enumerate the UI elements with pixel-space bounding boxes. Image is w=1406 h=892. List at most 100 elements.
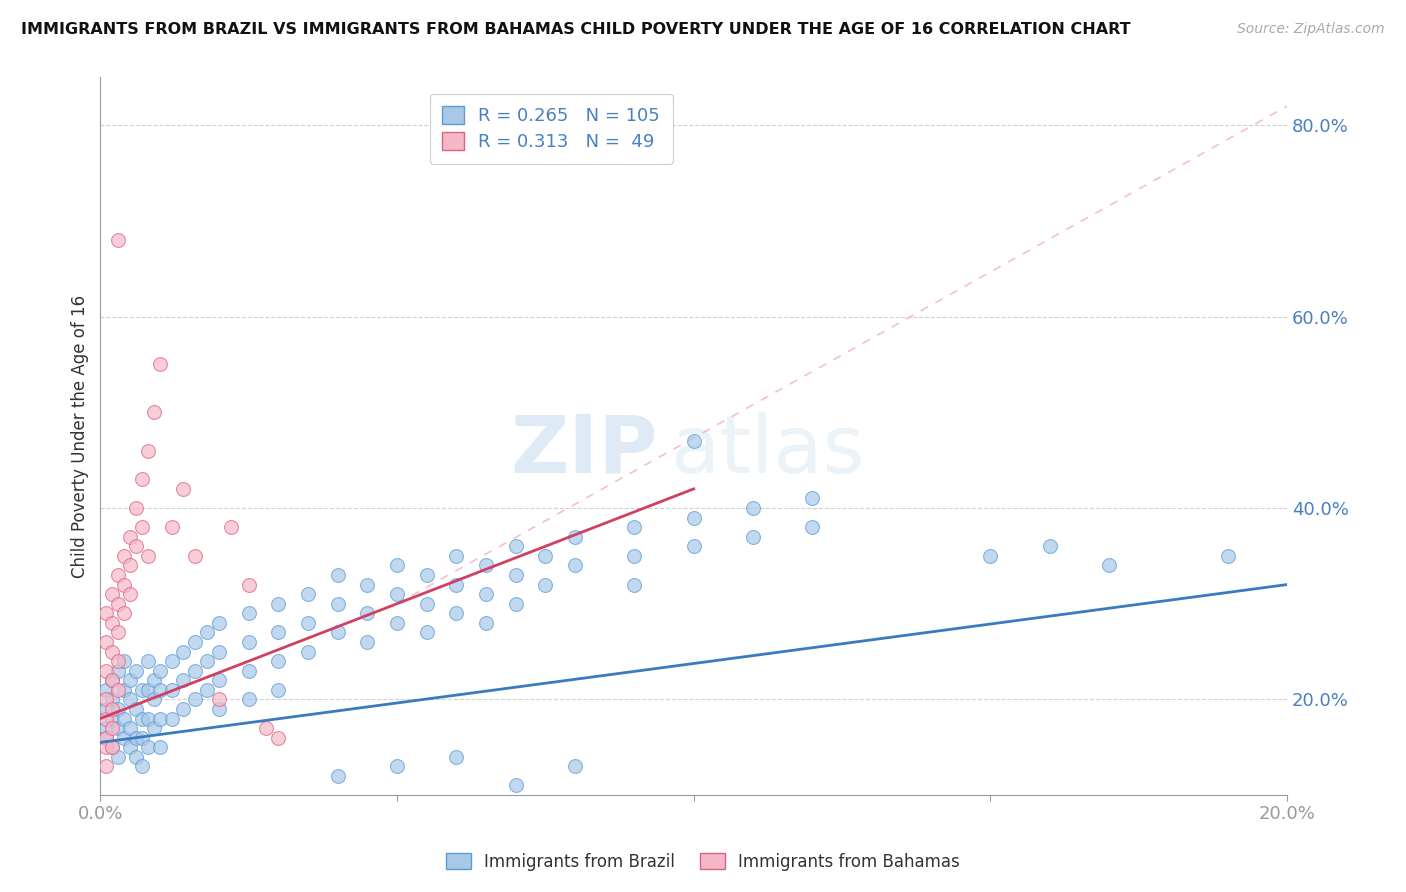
Point	[112, 577, 135, 591]
Point	[96, 664, 118, 678]
Point	[118, 530, 141, 544]
Point	[101, 644, 124, 658]
Y-axis label: Child Poverty Under the Age of 16: Child Poverty Under the Age of 16	[72, 294, 89, 578]
Point	[623, 520, 645, 534]
Point	[267, 625, 290, 640]
Point	[979, 549, 1001, 563]
Point	[195, 625, 218, 640]
Point	[505, 568, 527, 582]
Point	[326, 769, 349, 783]
Point	[208, 702, 231, 716]
Point	[385, 587, 408, 601]
Point	[149, 664, 172, 678]
Point	[136, 712, 159, 726]
Point	[172, 702, 194, 716]
Point	[131, 682, 153, 697]
Text: ZIP: ZIP	[510, 411, 658, 490]
Point	[136, 549, 159, 563]
Point	[96, 692, 118, 706]
Point	[446, 549, 468, 563]
Point	[96, 712, 118, 726]
Point	[195, 654, 218, 668]
Point	[136, 740, 159, 755]
Point	[238, 664, 260, 678]
Point	[208, 673, 231, 688]
Point	[297, 587, 319, 601]
Point	[107, 625, 129, 640]
Point	[149, 740, 172, 755]
Point	[131, 712, 153, 726]
Point	[1039, 539, 1062, 553]
Point	[267, 731, 290, 745]
Point	[96, 721, 118, 735]
Point	[184, 635, 207, 649]
Point	[682, 510, 704, 524]
Point	[107, 682, 129, 697]
Point	[96, 702, 118, 716]
Point	[96, 731, 118, 745]
Point	[219, 520, 242, 534]
Point	[326, 568, 349, 582]
Point	[1098, 558, 1121, 573]
Point	[125, 731, 148, 745]
Point	[101, 615, 124, 630]
Point	[184, 692, 207, 706]
Point	[415, 568, 437, 582]
Point	[534, 549, 557, 563]
Point	[1216, 549, 1239, 563]
Point	[475, 558, 498, 573]
Point	[96, 607, 118, 621]
Point	[107, 654, 129, 668]
Point	[112, 607, 135, 621]
Point	[112, 731, 135, 745]
Point	[112, 712, 135, 726]
Point	[142, 405, 165, 419]
Point	[96, 759, 118, 773]
Point	[256, 721, 278, 735]
Point	[118, 740, 141, 755]
Point	[505, 539, 527, 553]
Point	[326, 625, 349, 640]
Point	[112, 682, 135, 697]
Point	[101, 721, 124, 735]
Point	[101, 587, 124, 601]
Point	[415, 597, 437, 611]
Legend: Immigrants from Brazil, Immigrants from Bahamas: Immigrants from Brazil, Immigrants from …	[437, 845, 969, 880]
Point	[136, 443, 159, 458]
Point	[125, 501, 148, 516]
Point	[238, 607, 260, 621]
Text: atlas: atlas	[671, 411, 865, 490]
Point	[475, 615, 498, 630]
Point	[136, 682, 159, 697]
Point	[125, 749, 148, 764]
Point	[534, 577, 557, 591]
Point	[101, 740, 124, 755]
Point	[297, 644, 319, 658]
Point	[149, 358, 172, 372]
Point	[101, 702, 124, 716]
Point	[160, 654, 183, 668]
Point	[125, 702, 148, 716]
Point	[297, 615, 319, 630]
Point	[142, 692, 165, 706]
Point	[208, 692, 231, 706]
Point	[682, 434, 704, 448]
Point	[623, 549, 645, 563]
Point	[801, 491, 824, 506]
Point	[131, 520, 153, 534]
Point	[801, 520, 824, 534]
Point	[742, 501, 765, 516]
Point	[238, 577, 260, 591]
Point	[107, 702, 129, 716]
Point	[505, 779, 527, 793]
Point	[172, 673, 194, 688]
Point	[208, 615, 231, 630]
Point	[385, 615, 408, 630]
Point	[564, 530, 586, 544]
Point	[682, 539, 704, 553]
Point	[112, 654, 135, 668]
Point	[112, 549, 135, 563]
Point	[564, 558, 586, 573]
Point	[356, 635, 378, 649]
Point	[238, 692, 260, 706]
